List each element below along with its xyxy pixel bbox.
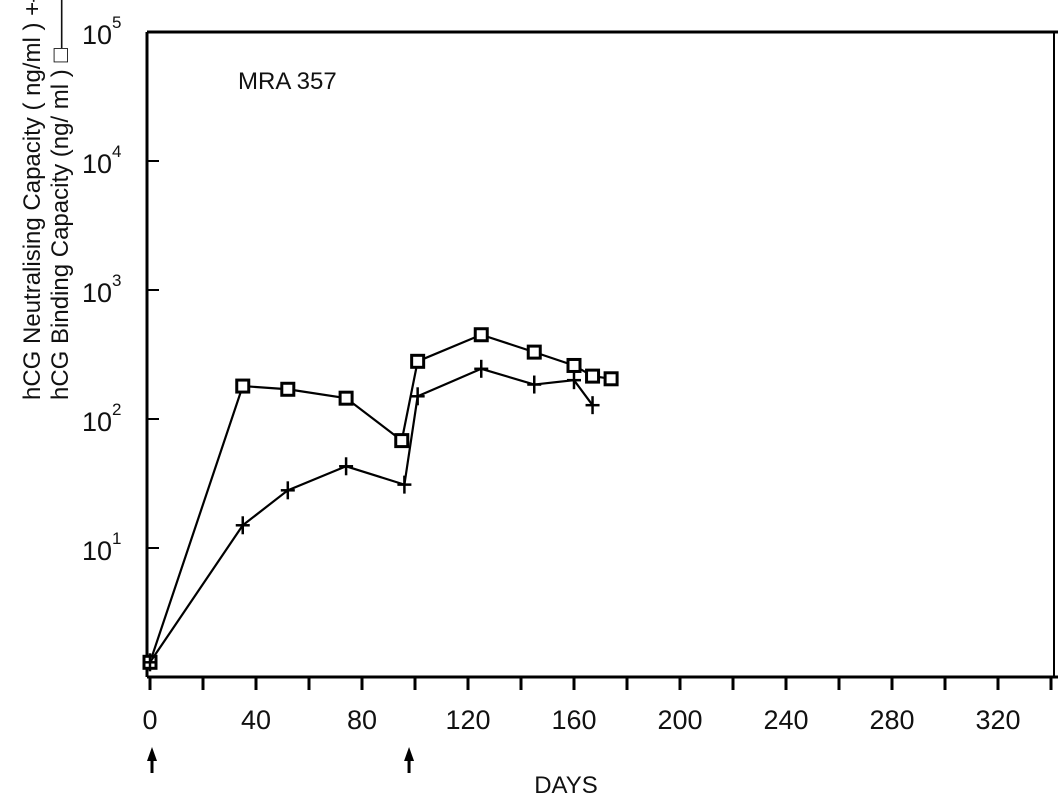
plus-marker (280, 481, 295, 500)
x-tick-label: 120 (445, 705, 490, 735)
x-tick-label: 0 (142, 705, 157, 735)
injection-arrow (147, 747, 157, 773)
y-axis-label: hCG Neutralising Capacity ( ng/ml ) +——+… (19, 0, 74, 400)
square-marker (394, 433, 410, 449)
square-marker (585, 368, 601, 384)
arrow-head (147, 747, 157, 761)
y-axis-label-line-1: hCG Neutralising Capacity ( ng/ml ) +——+ (19, 0, 46, 400)
square-marker (280, 381, 296, 397)
y-tick-label: 104 (82, 142, 122, 179)
square-marker (410, 353, 426, 369)
x-tick-label: 320 (975, 705, 1020, 735)
plus-marker (143, 653, 157, 672)
square-marker (566, 357, 582, 373)
y-tick-label: 101 (82, 529, 122, 566)
x-ticks: 0 40 80 120 160 200 240 280 320 (142, 677, 1053, 735)
y-tick-label: 105 (82, 13, 122, 50)
chart-annotation: MRA 357 (238, 68, 337, 95)
square-marker (526, 344, 542, 360)
x-tick-label: 200 (657, 705, 702, 735)
x-axis-label: DAYS (534, 772, 598, 799)
series-layer (142, 327, 619, 672)
injection-arrows (147, 747, 415, 773)
plus-marker (235, 516, 250, 535)
neutralising-capacity-line (149, 367, 594, 663)
plus-marker (474, 359, 489, 378)
arrow-head (404, 747, 415, 761)
plot-frame (145, 30, 1058, 679)
plus-marker (527, 375, 542, 394)
x-tick-label: 240 (763, 705, 808, 735)
y-tick-label: 103 (82, 271, 122, 308)
injection-arrow (404, 747, 415, 773)
plus-marker (397, 475, 412, 494)
plus-marker (567, 371, 581, 390)
x-tick-label: 280 (869, 705, 914, 735)
x-tick-label: 160 (551, 705, 596, 735)
y-tick-label: 102 (82, 400, 122, 437)
plus-marker (585, 396, 600, 415)
plus-marker (339, 457, 354, 476)
x-tick-label: 40 (241, 705, 271, 735)
square-marker (235, 378, 251, 394)
square-marker (473, 327, 489, 343)
y-axis-label-line-2: hCG Binding Capacity (ng/ ml ) □——□ (47, 0, 74, 400)
plus-marker (410, 387, 425, 406)
x-tick-label: 80 (347, 705, 377, 735)
square-marker (338, 390, 354, 406)
square-marker (603, 371, 619, 387)
